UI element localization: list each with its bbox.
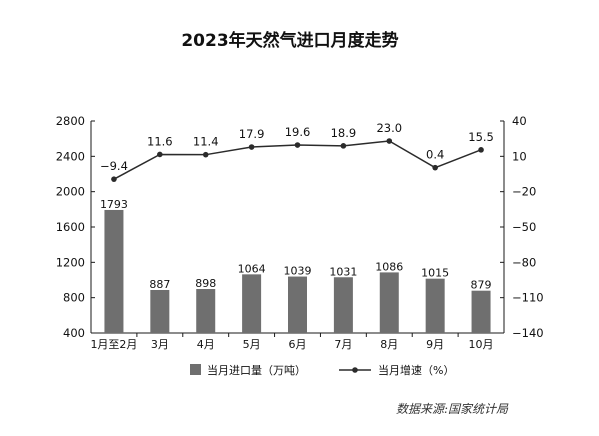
bar xyxy=(379,272,399,333)
left-axis-tick-label: 2800 xyxy=(56,114,85,128)
x-axis-tick-label: 4月 xyxy=(197,338,215,351)
left-axis-tick-label: 1600 xyxy=(56,220,85,234)
plot-area: 400 800 1200 1600 2000 2400 2800 −140 −110 −80 −50… xyxy=(56,114,544,351)
x-axis-tick-label: 7月 xyxy=(334,338,352,351)
bar-value-label: 1086 xyxy=(375,260,403,273)
left-axis-tick-label: 1200 xyxy=(56,255,85,269)
growth-value-label: −9.4 xyxy=(100,159,128,173)
x-axis-tick-label: 8月 xyxy=(380,338,398,351)
growth-point xyxy=(111,176,117,182)
bar-value-label: 879 xyxy=(471,279,492,292)
right-axis-tick-label: 10 xyxy=(512,149,527,163)
right-axis-tick-label: −140 xyxy=(512,326,544,340)
legend-bar-label: 当月进口量（万吨） xyxy=(207,363,306,377)
bar-value-label: 1039 xyxy=(284,265,312,278)
growth-value-label: 15.5 xyxy=(468,130,494,144)
chart-title: 2023年天然气进口月度走势 xyxy=(181,30,398,51)
x-axis-tick-label: 3月 xyxy=(151,338,169,351)
growth-value-label: 17.9 xyxy=(239,127,265,141)
left-axis-tick-label: 2000 xyxy=(56,185,85,199)
growth-value-label: 0.4 xyxy=(426,148,444,162)
growth-point xyxy=(202,151,209,158)
bar-value-label: 898 xyxy=(195,277,216,290)
bar-value-label: 887 xyxy=(149,278,170,291)
bar-value-label: 1064 xyxy=(238,262,266,275)
bar xyxy=(333,277,353,333)
left-axis-tick-label: 800 xyxy=(63,291,85,305)
growth-value-label: 23.0 xyxy=(376,121,402,135)
x-axis-tick-label: 5月 xyxy=(243,338,261,351)
x-axis-tick-label: 6月 xyxy=(289,338,307,351)
growth-point xyxy=(157,151,163,158)
bar-value-label: 1015 xyxy=(421,267,449,280)
bar-value-label: 1031 xyxy=(329,265,357,278)
right-axis-tick-label: −110 xyxy=(512,291,544,305)
source-note: 数据来源:国家统计局 xyxy=(396,402,509,416)
bar xyxy=(425,278,445,333)
bar xyxy=(242,274,262,333)
growth-point xyxy=(432,164,438,171)
growth-point xyxy=(340,143,347,149)
right-axis-tick-label: 40 xyxy=(512,114,527,128)
bar xyxy=(196,289,216,333)
right-axis-tick-label: −50 xyxy=(512,220,536,234)
x-axis-tick-label: 10月 xyxy=(469,338,494,351)
bar xyxy=(288,276,307,333)
legend: 当月进口量（万吨） 当月增速（%） xyxy=(190,363,454,377)
bar-value-label: 1793 xyxy=(100,198,128,211)
legend-line-label: 当月增速（%） xyxy=(378,363,454,377)
growth-value-label: 11.4 xyxy=(193,135,219,149)
left-axis-tick-label: 2400 xyxy=(56,149,85,163)
growth-value-label: 19.6 xyxy=(285,125,311,139)
right-axis-tick-label: −80 xyxy=(512,255,536,269)
x-axis-tick-label: 1月至2月 xyxy=(90,338,137,351)
growth-point xyxy=(478,147,484,153)
growth-point xyxy=(248,144,255,150)
right-axis-tick-label: −20 xyxy=(512,185,536,199)
growth-point xyxy=(294,142,301,148)
legend-bar-swatch xyxy=(190,364,201,375)
growth-point xyxy=(386,138,393,144)
bar xyxy=(150,289,170,333)
growth-value-label: 18.9 xyxy=(331,126,357,140)
legend-line-marker xyxy=(352,367,358,373)
bar xyxy=(471,290,491,333)
left-axis-tick-label: 400 xyxy=(63,326,85,340)
bar xyxy=(104,209,124,333)
x-axis-tick-label: 9月 xyxy=(426,338,444,351)
growth-value-label: 11.6 xyxy=(147,134,173,148)
